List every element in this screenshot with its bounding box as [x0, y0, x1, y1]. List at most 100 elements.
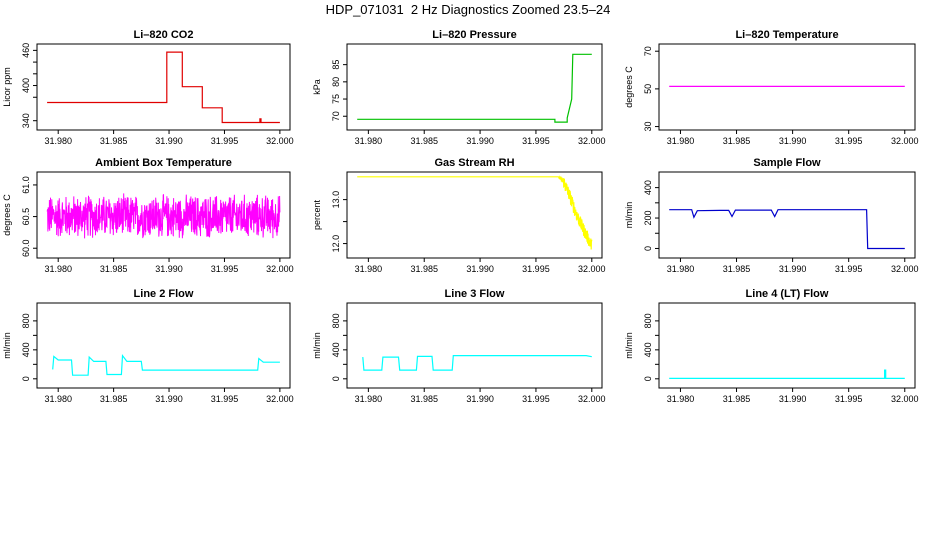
- plot-area: [669, 209, 905, 250]
- plot-frame: [36, 302, 291, 389]
- x-tick-label: 32.000: [891, 264, 919, 274]
- x-tick-label: 31.985: [410, 394, 438, 404]
- y-axis-label: kPa: [312, 79, 322, 95]
- plot-area: [46, 193, 281, 239]
- plot-frame: [346, 43, 603, 131]
- x-tick-label: 32.000: [578, 136, 606, 146]
- x-tick-label: 31.980: [355, 264, 383, 274]
- series-line: [669, 369, 905, 379]
- y-tick-label: 12.0: [331, 235, 341, 253]
- chart-panel: Sample Flow ml/min 0 200 400 31.980 31.985 31.9…: [624, 157, 919, 274]
- chart-panel: Li–820 CO2 Licor ppm 340 400 460 31.980 31.985…: [2, 29, 294, 146]
- x-tick-label: 31.995: [211, 264, 239, 274]
- chart-title: Li–820 CO2: [134, 29, 194, 41]
- x-tick-label: 31.985: [723, 264, 751, 274]
- x-tick-label: 31.995: [522, 136, 550, 146]
- y-tick-label: 400: [643, 180, 653, 195]
- y-tick-label: 0: [643, 376, 653, 381]
- chart-title: Line 2 Flow: [134, 288, 194, 300]
- chart-panel: Gas Stream RH percent 12.0 13.0 31.980 31.985…: [312, 157, 606, 274]
- page-title: HDP_071031 2 Hz Diagnostics Zoomed 23.5–…: [325, 2, 611, 17]
- x-tick-label: 31.990: [779, 264, 807, 274]
- x-tick-label: 32.000: [266, 264, 294, 274]
- chart-title: Sample Flow: [753, 157, 821, 169]
- series-line: [46, 193, 281, 239]
- y-tick-label: 61.0: [21, 176, 31, 194]
- x-tick-label: 31.985: [723, 136, 751, 146]
- plot-area: [362, 355, 592, 371]
- x-tick-label: 32.000: [891, 394, 919, 404]
- x-tick-label: 31.990: [155, 394, 183, 404]
- x-tick-label: 32.000: [266, 394, 294, 404]
- x-tick-label: 31.990: [779, 394, 807, 404]
- x-tick-label: 31.990: [466, 136, 494, 146]
- x-tick-label: 31.995: [835, 136, 863, 146]
- x-tick-label: 31.995: [835, 264, 863, 274]
- x-tick-label: 31.985: [723, 394, 751, 404]
- chart-panel: Line 3 Flow ml/min 0 400 800 31.980 31.985 31.9…: [312, 288, 606, 404]
- x-tick-label: 32.000: [578, 394, 606, 404]
- y-tick-label: 30: [643, 122, 653, 132]
- y-tick-label: 800: [331, 313, 341, 328]
- x-tick-label: 31.980: [667, 394, 695, 404]
- y-tick-label: 800: [643, 313, 653, 328]
- x-tick-label: 31.990: [155, 264, 183, 274]
- y-axis-label: Licor ppm: [2, 67, 12, 107]
- x-tick-label: 31.985: [100, 264, 128, 274]
- plot-frame: [658, 302, 916, 389]
- y-tick-label: 50: [643, 84, 653, 94]
- y-axis-label: ml/min: [624, 202, 634, 229]
- y-tick-label: 400: [331, 342, 341, 357]
- x-tick-label: 31.985: [100, 136, 128, 146]
- x-tick-label: 31.995: [522, 264, 550, 274]
- series-line: [47, 51, 280, 124]
- chart-title: Li–820 Pressure: [432, 29, 516, 41]
- y-axis-label: ml/min: [312, 332, 322, 359]
- x-tick-label: 31.995: [211, 136, 239, 146]
- series-line: [362, 355, 592, 371]
- y-tick-label: 75: [331, 94, 341, 104]
- series-line: [357, 53, 592, 123]
- x-tick-label: 32.000: [578, 264, 606, 274]
- plot-frame: [36, 171, 291, 259]
- x-tick-label: 31.980: [355, 136, 383, 146]
- y-axis-label: degrees C: [624, 66, 634, 108]
- y-tick-label: 13.0: [331, 191, 341, 209]
- x-tick-label: 32.000: [891, 136, 919, 146]
- y-axis-label: degrees C: [2, 194, 12, 236]
- x-tick-label: 31.985: [410, 136, 438, 146]
- x-tick-label: 31.980: [44, 264, 72, 274]
- plot-area: [669, 369, 905, 379]
- chart-panel: Ambient Box Temperature degrees C 60.0 60.5…: [2, 157, 294, 274]
- x-tick-label: 31.985: [100, 394, 128, 404]
- x-tick-label: 31.995: [522, 394, 550, 404]
- x-tick-label: 31.990: [466, 264, 494, 274]
- chart-title: Line 4 (LT) Flow: [746, 288, 829, 300]
- plot-area: [357, 53, 592, 123]
- y-tick-label: 60.0: [21, 239, 31, 257]
- x-tick-label: 31.990: [779, 136, 807, 146]
- y-tick-label: 400: [643, 342, 653, 357]
- y-tick-label: 70: [643, 46, 653, 56]
- chart-title: Gas Stream RH: [434, 157, 514, 169]
- plot-area: [52, 353, 280, 376]
- y-tick-label: 70: [331, 111, 341, 121]
- y-axis-label: ml/min: [2, 332, 12, 359]
- plot-frame: [658, 43, 916, 131]
- plot-frame: [36, 43, 291, 131]
- y-tick-label: 60.5: [21, 208, 31, 226]
- x-tick-label: 31.995: [835, 394, 863, 404]
- x-tick-label: 31.980: [44, 136, 72, 146]
- y-tick-label: 0: [643, 246, 653, 251]
- x-tick-label: 31.990: [466, 394, 494, 404]
- plot-frame: [658, 171, 916, 259]
- y-tick-label: 800: [21, 313, 31, 328]
- plot-area: [47, 51, 280, 124]
- y-tick-label: 85: [331, 60, 341, 70]
- plot-frame: [346, 302, 603, 389]
- x-tick-label: 31.980: [44, 394, 72, 404]
- chart-title: Li–820 Temperature: [735, 29, 838, 41]
- series-line: [669, 209, 905, 250]
- y-axis-label: ml/min: [624, 332, 634, 359]
